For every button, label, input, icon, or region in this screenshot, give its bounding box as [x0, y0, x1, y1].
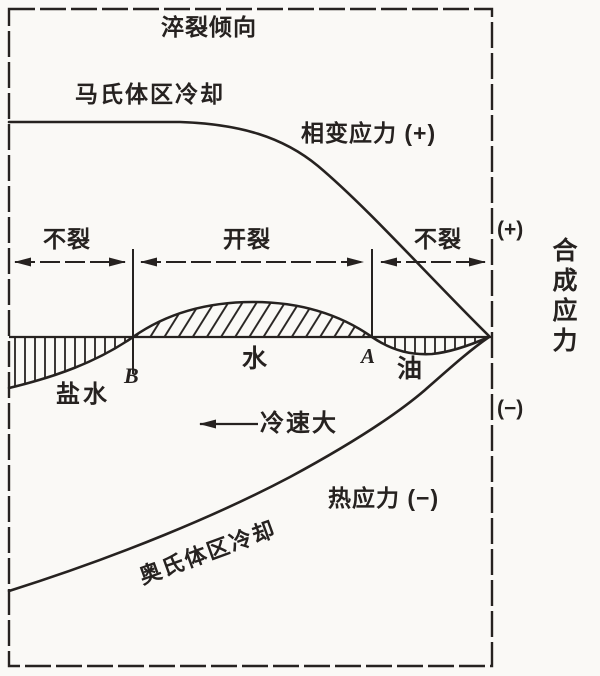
water-label: 水: [242, 345, 269, 373]
thermal-stress-curve: [7, 335, 491, 593]
no-crack-left-label: 不裂: [43, 226, 91, 252]
point-b-label: B: [124, 363, 139, 388]
hatch-salt-water-region: [9, 337, 133, 388]
salt-water-label: 盐水: [56, 381, 110, 408]
point-a-label: A: [361, 344, 376, 368]
resultant-stress-axis-label: 合成应力: [549, 237, 577, 357]
resultant-stress-curve: [7, 300, 491, 390]
plus-sign-label: (+): [497, 218, 524, 241]
no-crack-right-label: 不裂: [414, 226, 462, 252]
martensite-zone-label: 马氏体区冷却: [75, 81, 225, 107]
minus-sign-label: (−): [497, 397, 524, 420]
hatch-water-region: [133, 302, 372, 337]
crack-label: 开裂: [223, 226, 271, 252]
oil-label: 油: [397, 355, 424, 383]
cooling-rate-label: 冷速大: [260, 410, 338, 437]
frame-border: [7, 7, 494, 668]
phase-stress-curve: [7, 120, 491, 338]
phase-stress-label: 相变应力 (+): [301, 120, 437, 146]
thermal-stress-label: 热应力 (−): [328, 485, 440, 511]
diagram-title: 淬裂倾向: [161, 14, 257, 40]
